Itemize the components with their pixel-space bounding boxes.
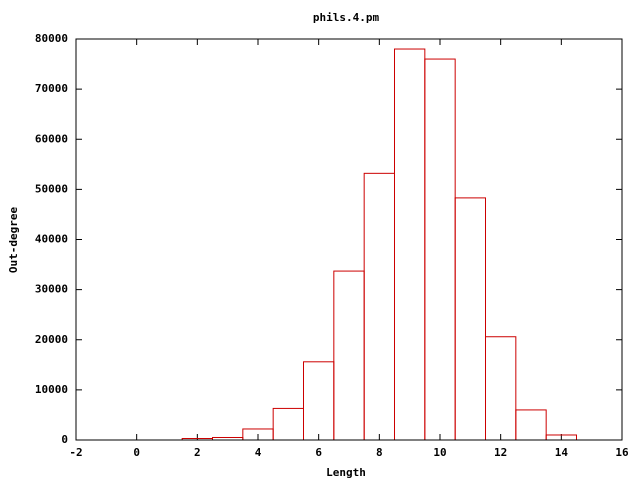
y-tick-label: 10000 (35, 383, 68, 396)
x-tick-label: 12 (494, 446, 507, 459)
y-tick-label: 40000 (35, 233, 68, 246)
y-tick-label: 70000 (35, 82, 68, 95)
chart-title: phils.4.pm (313, 11, 380, 24)
x-tick-label: -2 (69, 446, 82, 459)
y-tick-label: 20000 (35, 333, 68, 346)
y-tick-label: 30000 (35, 283, 68, 296)
x-tick-label: 0 (133, 446, 140, 459)
y-tick-label: 50000 (35, 182, 68, 195)
plot-border (75, 38, 623, 441)
x-tick-label: 6 (315, 446, 322, 459)
x-tick-label: 2 (194, 446, 201, 459)
y-axis-label: Out-degree (7, 207, 20, 274)
y-tick-label: 80000 (35, 32, 68, 45)
x-tick-label: 10 (433, 446, 446, 459)
x-tick-label: 4 (255, 446, 262, 459)
y-tick-label: 0 (61, 433, 68, 446)
x-tick-label: 8 (376, 446, 383, 459)
y-tick-label: 60000 (35, 132, 68, 145)
x-tick-label: 14 (555, 446, 569, 459)
x-axis-label: Length (326, 466, 366, 479)
x-tick-label: 16 (615, 446, 629, 459)
